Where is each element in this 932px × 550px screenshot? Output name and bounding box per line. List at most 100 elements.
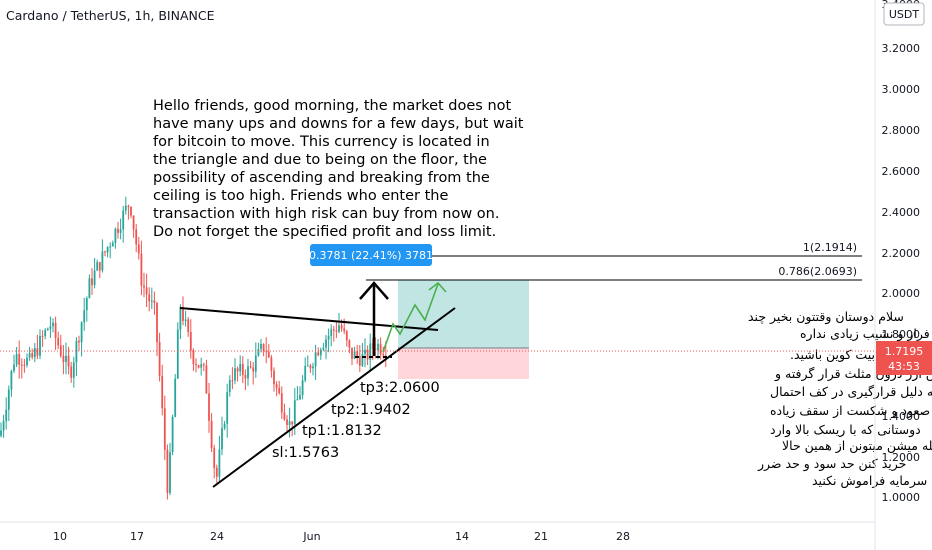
candle-body bbox=[252, 367, 255, 372]
candle-body bbox=[85, 298, 88, 311]
candle-body bbox=[140, 253, 143, 286]
candle-body bbox=[23, 364, 26, 366]
candle-body bbox=[187, 319, 190, 332]
candle-body bbox=[137, 244, 140, 254]
note-fa-line: سلام دوستان وقتتون بخیر چند bbox=[748, 309, 904, 325]
note-english: Hello friends, good morning, the market … bbox=[153, 98, 524, 240]
candle-body bbox=[57, 337, 60, 346]
y-tick-label: 1.4000 bbox=[882, 410, 921, 423]
y-tick-label: 2.6000 bbox=[882, 165, 921, 178]
candle-body bbox=[41, 335, 44, 337]
candle-body bbox=[249, 366, 252, 368]
candle-body bbox=[228, 380, 231, 393]
candle-body bbox=[288, 421, 291, 425]
candle-body bbox=[13, 364, 15, 371]
candle-body bbox=[189, 331, 192, 351]
candle-body bbox=[364, 349, 366, 354]
candle-body bbox=[382, 354, 385, 356]
note-fa-line: خرید کنن حد سود و حد ضرر bbox=[757, 456, 906, 472]
note-en-line: the triangle and due to being on the flo… bbox=[153, 152, 487, 168]
y-tick-label: 1.8000 bbox=[882, 328, 921, 341]
candle-body bbox=[83, 310, 86, 323]
candle-body bbox=[270, 357, 273, 371]
candle-body bbox=[192, 350, 195, 365]
candle-body bbox=[319, 349, 322, 356]
candle-body bbox=[153, 300, 156, 303]
note-fa-line: روزیه بازار فراز و نشیب زیادی نداره bbox=[800, 326, 932, 342]
candle-body bbox=[75, 340, 78, 363]
candle-body bbox=[332, 329, 335, 331]
price-tag bbox=[876, 341, 932, 375]
candle-body bbox=[200, 364, 203, 368]
candle-body bbox=[265, 351, 268, 353]
candle-body bbox=[161, 375, 164, 409]
candle-body bbox=[93, 270, 96, 286]
symbol-title[interactable]: Cardano / TetherUS, 1h, BINANCE bbox=[6, 8, 215, 23]
candle-body bbox=[205, 365, 208, 394]
candle-body bbox=[10, 370, 13, 390]
loss-zone bbox=[398, 348, 529, 379]
candle-body bbox=[234, 368, 236, 381]
fib-label-1: 1(2.1914) bbox=[803, 241, 857, 254]
note-en-line: possibility of ascending and breaking fr… bbox=[153, 170, 490, 186]
candle-body bbox=[330, 329, 333, 336]
candle-body bbox=[345, 331, 348, 341]
currency-badge[interactable] bbox=[883, 2, 925, 26]
candle-body bbox=[275, 384, 278, 388]
time-axis[interactable]: 10 17 24 Jun 14 21 28 bbox=[0, 521, 875, 543]
candle-body bbox=[369, 343, 372, 360]
candle-body bbox=[306, 365, 309, 367]
x-tick-label: 14 bbox=[455, 530, 469, 543]
candle-body bbox=[351, 347, 353, 359]
candle-body bbox=[98, 262, 101, 271]
note-en-line: Do not forget the specified profit and l… bbox=[153, 224, 496, 240]
candle-body bbox=[179, 306, 182, 330]
level-tp1: tp1:1.8132 bbox=[302, 423, 382, 439]
level-tp3: tp3:2.0600 bbox=[360, 380, 440, 396]
candle-body bbox=[176, 329, 179, 379]
y-tick-label: 3.0000 bbox=[882, 83, 921, 96]
candle-body bbox=[52, 322, 54, 327]
candle-body bbox=[15, 353, 18, 365]
candle-body bbox=[309, 365, 312, 369]
candle-body bbox=[132, 215, 135, 230]
candle-body bbox=[241, 364, 244, 376]
candle-body bbox=[104, 251, 106, 253]
candle-body bbox=[296, 399, 299, 401]
candle-body bbox=[267, 351, 270, 358]
candle-body bbox=[106, 247, 109, 253]
candle-body bbox=[374, 348, 377, 351]
candle-body bbox=[78, 340, 80, 343]
candle-body bbox=[231, 380, 234, 382]
candle-body bbox=[119, 229, 122, 233]
candle-body bbox=[314, 352, 317, 367]
candle-body bbox=[7, 389, 10, 410]
candle-body bbox=[70, 366, 73, 378]
y-tick-label: 2.2000 bbox=[882, 247, 921, 260]
candle-body bbox=[335, 330, 338, 332]
y-tick-label: 2.8000 bbox=[882, 124, 921, 137]
note-fa-line: صعود و شکست از سقف زیاده bbox=[770, 403, 930, 419]
candle-body bbox=[182, 306, 184, 321]
candle-body bbox=[210, 420, 213, 449]
candle-body bbox=[366, 349, 369, 360]
note-en-line: for bitcoin to move. This currency is lo… bbox=[153, 134, 490, 150]
price-axis[interactable]: 3.2000 3.0000 2.8000 2.6000 2.4000 2.2000 2.00… bbox=[874, 0, 932, 550]
candle-body bbox=[49, 326, 52, 329]
note-en-line: transaction with high risk can buy from … bbox=[153, 206, 499, 222]
candle-body bbox=[213, 448, 216, 468]
x-tick-label: Jun bbox=[302, 530, 320, 543]
candle-body bbox=[36, 348, 39, 356]
candle-body bbox=[122, 210, 125, 230]
candle-body bbox=[184, 319, 187, 321]
candle-body bbox=[317, 352, 320, 356]
candle-body bbox=[0, 430, 2, 436]
triangle-bottom-line bbox=[212, 307, 456, 488]
candle-body bbox=[31, 353, 34, 358]
candle-body bbox=[18, 353, 21, 365]
candle-body bbox=[197, 365, 200, 368]
candle-body bbox=[166, 449, 169, 493]
candle-body bbox=[312, 366, 314, 369]
candle-body bbox=[174, 378, 177, 417]
